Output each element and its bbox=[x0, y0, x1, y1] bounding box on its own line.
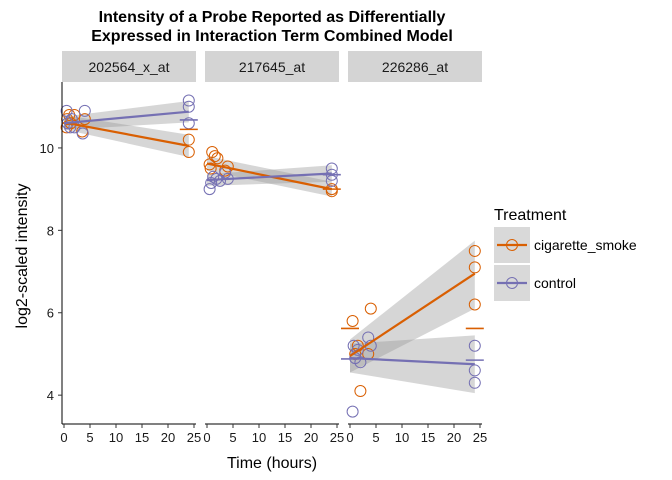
x-axis-title: Time (hours) bbox=[227, 455, 317, 472]
point-cigarette_smoke bbox=[346, 314, 359, 327]
legend-entry-label: cigarette_smoke bbox=[534, 237, 637, 253]
point-cigarette_smoke bbox=[208, 150, 221, 163]
point-control bbox=[78, 104, 91, 117]
strip-label: 226286_at bbox=[382, 59, 448, 75]
point-cigarette_smoke bbox=[468, 298, 481, 311]
point-cigarette_smoke bbox=[211, 152, 224, 165]
x-tick-label: 0 bbox=[60, 430, 67, 445]
legend-entry-label: control bbox=[534, 275, 576, 291]
fit-line-control bbox=[349, 356, 475, 366]
ci-ribbon-cigarette_smoke bbox=[350, 240, 475, 373]
x-tick-label: 20 bbox=[161, 430, 175, 445]
x-tick-label: 10 bbox=[109, 430, 123, 445]
ci-ribbon-control bbox=[350, 335, 475, 394]
fit-line-control bbox=[63, 110, 189, 125]
strip-label: 217645_at bbox=[239, 59, 305, 75]
x-tick-label: 0 bbox=[346, 430, 353, 445]
legend-key-point bbox=[506, 239, 518, 251]
strip-label: 202564_x_at bbox=[89, 59, 170, 75]
x-tick-label: 5 bbox=[86, 430, 93, 445]
strip-background bbox=[348, 51, 482, 82]
x-tick-label: 25 bbox=[187, 430, 201, 445]
point-cigarette_smoke bbox=[182, 146, 195, 159]
point-control bbox=[468, 339, 481, 352]
panel-202564_x_at: 202564_x_at 0 5 10 15 20 25 bbox=[60, 51, 201, 445]
point-control bbox=[347, 339, 360, 352]
point-control bbox=[351, 343, 364, 356]
y-axis-title: log2-scaled intensity bbox=[14, 184, 31, 329]
x-tick-label: 5 bbox=[372, 430, 379, 445]
y-axis: 4 6 8 10 bbox=[40, 82, 63, 424]
strip-background bbox=[62, 51, 196, 82]
point-control bbox=[468, 364, 481, 377]
point-control bbox=[468, 376, 481, 389]
point-cigarette_smoke bbox=[354, 385, 367, 398]
x-tick-label: 20 bbox=[304, 430, 318, 445]
point-control bbox=[76, 127, 89, 140]
fit-line-cigarette_smoke bbox=[63, 121, 190, 147]
y-tick-label: 6 bbox=[47, 306, 54, 321]
point-cigarette_smoke bbox=[468, 261, 481, 274]
point-cigarette_smoke bbox=[78, 113, 91, 126]
x-tick-label: 15 bbox=[135, 430, 149, 445]
x-tick-label: 5 bbox=[229, 430, 236, 445]
x-tick-label: 25 bbox=[473, 430, 487, 445]
fit-line-control bbox=[206, 172, 332, 182]
x-tick-label: 20 bbox=[447, 430, 461, 445]
legend-title: Treatment bbox=[494, 207, 567, 224]
panel-217645_at: 217645_at 0 5 10 15 20 25 bbox=[203, 51, 344, 445]
x-tick-label: 10 bbox=[395, 430, 409, 445]
x-tick-label: 0 bbox=[203, 430, 210, 445]
y-tick-label: 8 bbox=[47, 223, 54, 238]
strip-background bbox=[205, 51, 339, 82]
point-cigarette_smoke bbox=[364, 302, 377, 315]
fit-line-cigarette_smoke bbox=[349, 272, 476, 357]
point-cigarette_smoke bbox=[325, 185, 338, 198]
panel-226286_at: 226286_at 0 5 10 15 20 25 bbox=[341, 51, 487, 445]
x-tick-label: 25 bbox=[330, 430, 344, 445]
x-tick-label: 15 bbox=[278, 430, 292, 445]
point-control bbox=[346, 405, 359, 418]
x-tick-label: 10 bbox=[252, 430, 266, 445]
point-control bbox=[203, 183, 216, 196]
legend-key-point bbox=[506, 277, 518, 289]
ci-ribbon-control bbox=[64, 100, 189, 130]
point-cigarette_smoke bbox=[468, 244, 481, 257]
point-cigarette_smoke bbox=[204, 162, 217, 175]
point-control bbox=[354, 356, 367, 369]
y-tick-label: 4 bbox=[47, 388, 54, 403]
point-control bbox=[182, 94, 195, 107]
chart-title-line: Intensity of a Probe Reported as Differe… bbox=[99, 9, 446, 26]
chart-title: Intensity of a Probe Reported as Differe… bbox=[91, 9, 453, 45]
point-control bbox=[207, 170, 220, 183]
y-tick-label: 10 bbox=[40, 141, 54, 156]
ci-ribbon-cigarette_smoke bbox=[64, 114, 189, 157]
chart-title-line: Expressed in Interaction Term Combined M… bbox=[91, 28, 453, 45]
x-tick-label: 15 bbox=[421, 430, 435, 445]
